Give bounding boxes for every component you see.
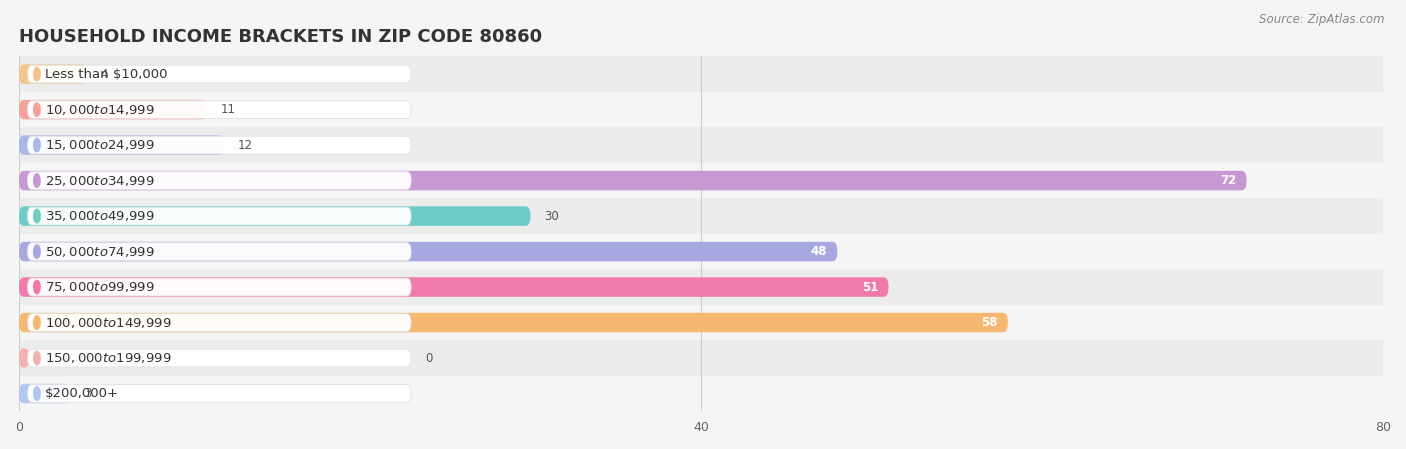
Text: $50,000 to $74,999: $50,000 to $74,999 xyxy=(45,245,155,259)
Text: $150,000 to $199,999: $150,000 to $199,999 xyxy=(45,351,172,365)
FancyBboxPatch shape xyxy=(28,101,411,119)
Text: $35,000 to $49,999: $35,000 to $49,999 xyxy=(45,209,155,223)
FancyBboxPatch shape xyxy=(28,314,411,331)
Text: $200,000+: $200,000+ xyxy=(45,387,118,400)
Bar xyxy=(20,163,1384,198)
FancyBboxPatch shape xyxy=(20,384,70,403)
FancyBboxPatch shape xyxy=(20,206,530,226)
FancyBboxPatch shape xyxy=(28,207,411,225)
Bar xyxy=(20,234,1384,269)
Text: 72: 72 xyxy=(1220,174,1236,187)
Text: Source: ZipAtlas.com: Source: ZipAtlas.com xyxy=(1260,13,1385,26)
FancyBboxPatch shape xyxy=(20,348,30,368)
Circle shape xyxy=(34,103,41,116)
FancyBboxPatch shape xyxy=(20,171,1247,190)
Text: 0: 0 xyxy=(425,352,432,365)
Circle shape xyxy=(34,316,41,329)
FancyBboxPatch shape xyxy=(20,135,224,155)
FancyBboxPatch shape xyxy=(20,313,1008,332)
Text: 48: 48 xyxy=(811,245,827,258)
Circle shape xyxy=(34,209,41,223)
Circle shape xyxy=(34,280,41,294)
Bar xyxy=(20,340,1384,376)
Text: $25,000 to $34,999: $25,000 to $34,999 xyxy=(45,174,155,188)
Bar xyxy=(20,198,1384,234)
FancyBboxPatch shape xyxy=(28,243,411,260)
Text: 4: 4 xyxy=(101,68,108,81)
Text: $75,000 to $99,999: $75,000 to $99,999 xyxy=(45,280,155,294)
FancyBboxPatch shape xyxy=(28,136,411,154)
Circle shape xyxy=(34,351,41,365)
Text: $15,000 to $24,999: $15,000 to $24,999 xyxy=(45,138,155,152)
Text: 11: 11 xyxy=(221,103,235,116)
Text: $100,000 to $149,999: $100,000 to $149,999 xyxy=(45,316,172,330)
Bar xyxy=(20,269,1384,305)
Text: $10,000 to $14,999: $10,000 to $14,999 xyxy=(45,103,155,117)
Circle shape xyxy=(34,138,41,152)
Bar xyxy=(20,305,1384,340)
FancyBboxPatch shape xyxy=(28,278,411,296)
FancyBboxPatch shape xyxy=(28,349,411,367)
FancyBboxPatch shape xyxy=(20,100,207,119)
Circle shape xyxy=(34,387,41,400)
Circle shape xyxy=(34,67,41,81)
Bar xyxy=(20,92,1384,128)
FancyBboxPatch shape xyxy=(20,242,838,261)
Text: HOUSEHOLD INCOME BRACKETS IN ZIP CODE 80860: HOUSEHOLD INCOME BRACKETS IN ZIP CODE 80… xyxy=(20,28,543,46)
FancyBboxPatch shape xyxy=(28,385,411,402)
Text: 30: 30 xyxy=(544,210,560,223)
FancyBboxPatch shape xyxy=(20,64,87,84)
Circle shape xyxy=(34,174,41,187)
Bar xyxy=(20,128,1384,163)
Bar xyxy=(20,57,1384,92)
Bar xyxy=(20,376,1384,411)
Text: 3: 3 xyxy=(84,387,91,400)
Circle shape xyxy=(34,245,41,258)
Text: 12: 12 xyxy=(238,139,252,152)
Text: Less than $10,000: Less than $10,000 xyxy=(45,68,167,81)
FancyBboxPatch shape xyxy=(28,172,411,189)
FancyBboxPatch shape xyxy=(20,277,889,297)
FancyBboxPatch shape xyxy=(28,65,411,83)
Text: 58: 58 xyxy=(981,316,998,329)
Text: 51: 51 xyxy=(862,281,879,294)
